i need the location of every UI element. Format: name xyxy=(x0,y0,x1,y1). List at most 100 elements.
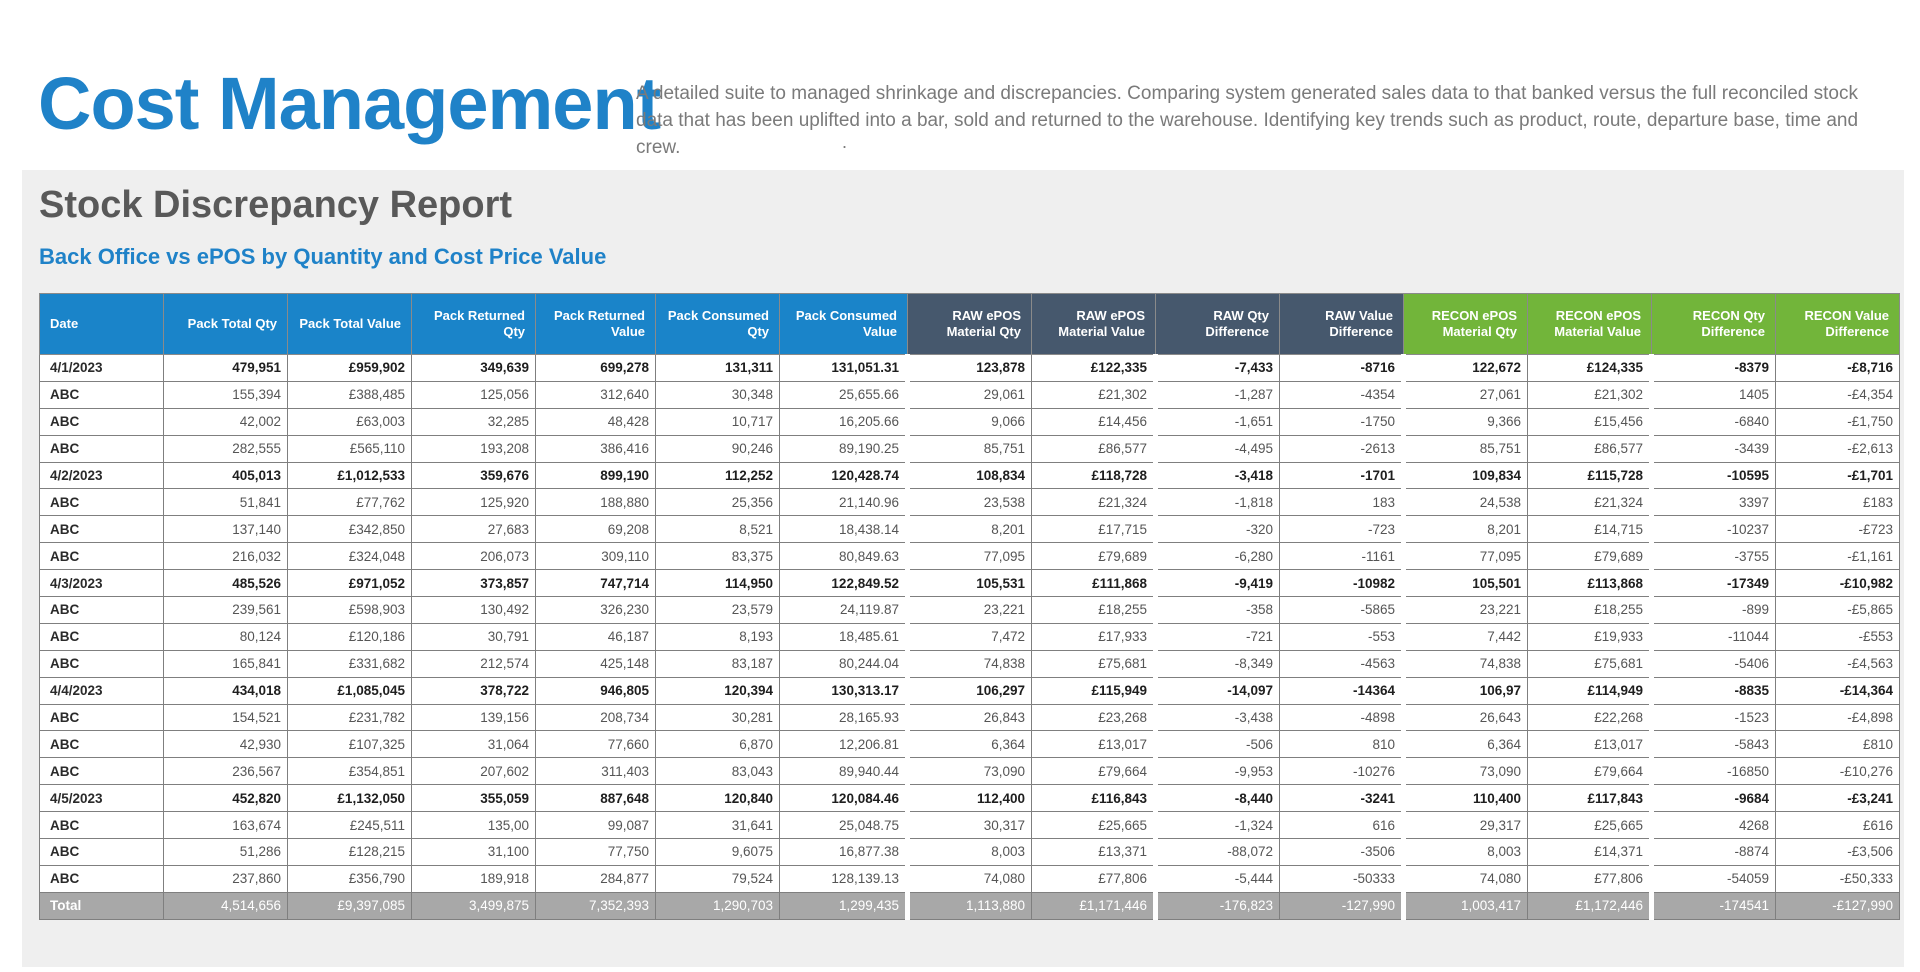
table-cell: -320 xyxy=(1153,515,1280,544)
stray-dot: . xyxy=(842,132,848,152)
table-row: ABC 236,567 £354,851 207,602 311,403 83,043 89… xyxy=(39,757,1900,786)
table-cell: £598,903 xyxy=(287,596,412,624)
column-header[interactable]: Pack Returned Qty xyxy=(411,293,536,355)
table-cell: 74,080 xyxy=(905,864,1032,893)
table-cell: 106,97 xyxy=(1401,676,1528,705)
table-cell: -50333 xyxy=(1279,864,1404,893)
column-header[interactable]: Pack Returned Value xyxy=(535,293,656,355)
table-cell: 27,061 xyxy=(1401,380,1528,409)
table-row: ABC 237,860 £356,790 189,918 284,877 79,524 12… xyxy=(39,864,1900,893)
table-cell: £63,003 xyxy=(287,407,412,436)
table-cell: 163,674 xyxy=(163,811,288,840)
table-cell: 30,317 xyxy=(905,811,1032,840)
row-label-cell: ABC xyxy=(39,649,164,678)
column-header[interactable]: RAW ePOS Material Qty xyxy=(907,293,1032,355)
table-cell: £971,052 xyxy=(287,569,412,598)
table-cell: 452,820 xyxy=(163,784,288,813)
table-cell: 77,095 xyxy=(1401,542,1528,571)
row-label-cell: ABC xyxy=(39,380,164,409)
row-label-cell: 4/3/2023 xyxy=(39,569,164,598)
table-cell: -5865 xyxy=(1279,596,1404,624)
table-cell: -10982 xyxy=(1279,569,1404,598)
column-header[interactable]: RECON Qty Difference xyxy=(1651,293,1776,355)
column-header[interactable]: RECON ePOS Material Value xyxy=(1527,293,1652,355)
table-cell: £79,664 xyxy=(1527,757,1652,786)
table-cell: 120,428.74 xyxy=(779,461,908,490)
table-cell: 21,140.96 xyxy=(779,488,908,517)
table-cell: 434,018 xyxy=(163,676,288,705)
table-cell: £115,728 xyxy=(1527,461,1652,490)
column-header[interactable]: RAW Qty Difference xyxy=(1155,293,1280,355)
table-cell: 90,246 xyxy=(655,434,780,463)
table-cell: 425,148 xyxy=(535,649,656,678)
column-header[interactable]: Pack Consumed Qty xyxy=(655,293,780,355)
report-title: Stock Discrepancy Report xyxy=(39,184,513,226)
row-label-cell: ABC xyxy=(39,811,164,840)
table-row: ABC 165,841 £331,682 212,574 425,148 83,187 80… xyxy=(39,649,1900,678)
column-header[interactable]: Pack Total Qty xyxy=(163,293,288,355)
table-cell: £17,933 xyxy=(1031,622,1156,651)
table-cell: -1,287 xyxy=(1153,380,1280,409)
column-header[interactable]: RECON ePOS Material Qty xyxy=(1403,293,1528,355)
table-cell: 42,002 xyxy=(163,407,288,436)
table-cell: 887,648 xyxy=(535,784,656,813)
table-cell: £15,456 xyxy=(1527,407,1652,436)
row-label-cell: 4/5/2023 xyxy=(39,784,164,813)
date-group-row: 4/5/2023 452,820 £1,132,050 355,059 887,648 1… xyxy=(39,784,1900,813)
column-header[interactable]: RAW ePOS Material Value xyxy=(1031,293,1156,355)
table-cell: -4898 xyxy=(1279,703,1404,732)
table-cell: 25,655.66 xyxy=(779,380,908,409)
table-cell: 154,521 xyxy=(163,703,288,732)
table-cell: 208,734 xyxy=(535,703,656,732)
column-header[interactable]: RECON Value Difference xyxy=(1775,293,1900,355)
table-cell: 7,472 xyxy=(905,622,1032,651)
table-cell: 30,281 xyxy=(655,703,780,732)
table-cell: -5406 xyxy=(1649,649,1776,678)
table-cell: 326,230 xyxy=(535,596,656,624)
table-cell: 18,438.14 xyxy=(779,515,908,544)
table-cell: -17349 xyxy=(1649,569,1776,598)
table-cell: 26,843 xyxy=(905,703,1032,732)
table-cell: 30,791 xyxy=(411,622,536,651)
table-header-row: Date Pack Total Qty Pack Total Value Pac… xyxy=(39,293,1900,355)
table-cell: -£1,750 xyxy=(1775,407,1900,436)
table-cell: 83,187 xyxy=(655,649,780,678)
table-row: ABC 51,286 £128,215 31,100 77,750 9,6075 16,87… xyxy=(39,838,1900,866)
table-cell: £107,325 xyxy=(287,730,412,759)
column-header[interactable]: Date xyxy=(39,293,164,355)
table-cell: 24,538 xyxy=(1401,488,1528,517)
table-cell: £77,806 xyxy=(1527,864,1652,893)
table-cell: 51,286 xyxy=(163,838,288,866)
table-cell: 1,113,880 xyxy=(905,891,1032,920)
row-label-cell: ABC xyxy=(39,864,164,893)
table-cell: 9,6075 xyxy=(655,838,780,866)
table-cell: £183 xyxy=(1775,488,1900,517)
table-cell: 309,110 xyxy=(535,542,656,571)
table-cell: -723 xyxy=(1279,515,1404,544)
column-header[interactable]: Pack Consumed Value xyxy=(779,293,908,355)
column-header[interactable]: Pack Total Value xyxy=(287,293,412,355)
row-label-cell: Total xyxy=(39,891,164,920)
column-header[interactable]: RAW Value Difference xyxy=(1279,293,1404,355)
table-cell: 31,064 xyxy=(411,730,536,759)
table-cell: 8,201 xyxy=(905,515,1032,544)
table-cell: £342,850 xyxy=(287,515,412,544)
table-cell: 28,165.93 xyxy=(779,703,908,732)
table-cell: -10276 xyxy=(1279,757,1404,786)
table-cell: £118,728 xyxy=(1031,461,1156,490)
table-cell: 131,051.31 xyxy=(779,354,908,382)
table-cell: 25,048.75 xyxy=(779,811,908,840)
table-cell: £113,868 xyxy=(1527,569,1652,598)
table-cell: £124,335 xyxy=(1527,354,1652,382)
table-cell: -8716 xyxy=(1279,354,1404,382)
table-cell: 405,013 xyxy=(163,461,288,490)
page-description: A detailed suite to managed shrinkage an… xyxy=(636,83,1859,158)
table-cell: 4,514,656 xyxy=(163,891,288,920)
row-label-cell: ABC xyxy=(39,757,164,786)
table-cell: 135,00 xyxy=(411,811,536,840)
table-cell: -£4,563 xyxy=(1775,649,1900,678)
table-cell: 810 xyxy=(1279,730,1404,759)
table-cell: £86,577 xyxy=(1527,434,1652,463)
table-cell: 69,208 xyxy=(535,515,656,544)
table-cell: 120,394 xyxy=(655,676,780,705)
